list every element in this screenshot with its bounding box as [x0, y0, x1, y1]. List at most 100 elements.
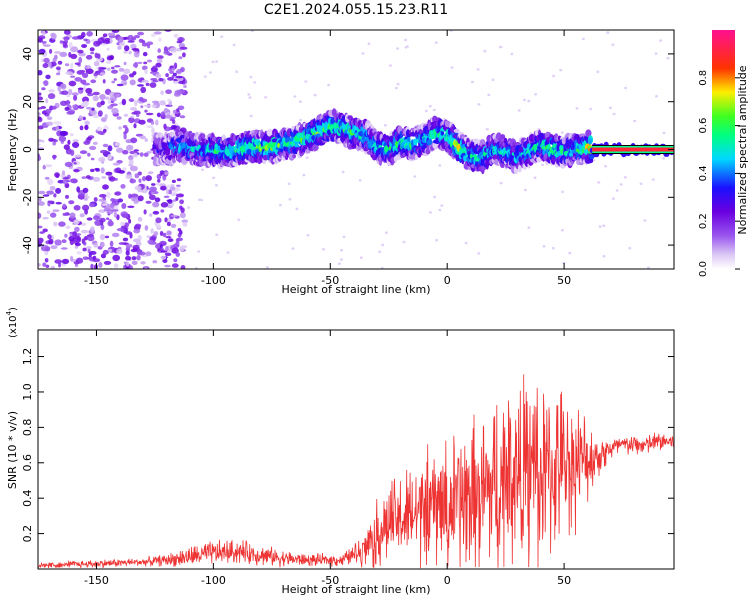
noise-mark: [63, 30, 71, 35]
noise-mark: [163, 107, 169, 114]
noise-mark: [168, 68, 173, 72]
noise-mark: [65, 71, 74, 76]
noise-mark: [100, 167, 105, 174]
noise-mark: [150, 120, 155, 125]
noise-mark: [106, 217, 110, 220]
noise-mark: [83, 140, 91, 145]
noise-mark: [83, 241, 87, 246]
noise-mark: [160, 185, 167, 191]
noise-mark: [77, 87, 84, 90]
noise-mark: [45, 98, 49, 104]
noise-mark: [95, 168, 100, 172]
noise-mark: [611, 197, 615, 200]
snr-line: [38, 374, 674, 569]
noise-mark: [137, 84, 144, 87]
noise-mark: [133, 228, 141, 234]
noise-mark: [291, 247, 295, 250]
noise-mark: [327, 83, 331, 87]
noise-mark: [45, 74, 51, 80]
noise-mark: [604, 164, 608, 168]
noise-mark: [183, 85, 187, 88]
noise-mark: [89, 145, 97, 151]
noise-mark: [72, 104, 77, 109]
noise-mark: [383, 124, 387, 127]
ridge-mark: [538, 132, 546, 142]
noise-mark: [144, 109, 148, 113]
noise-mark: [149, 194, 156, 201]
noise-mark: [129, 165, 138, 172]
noise-mark: [76, 186, 81, 193]
noise-mark: [124, 127, 129, 134]
noise-mark: [201, 168, 204, 171]
noise-mark: [118, 170, 125, 174]
noise-mark: [65, 194, 69, 199]
figure-title: C2E1.2024.055.15.23.R11: [264, 2, 448, 18]
colorbar: 0.0 0.2 0.4 0.6 0.8 Normalized spectral ampl…: [698, 30, 749, 277]
noise-mark: [55, 187, 62, 194]
noise-mark: [198, 198, 202, 201]
noise-mark: [99, 72, 106, 76]
noise-mark: [90, 79, 97, 84]
noise-mark: [114, 93, 121, 98]
noise-mark: [86, 31, 93, 37]
noise-mark: [42, 194, 50, 197]
noise-mark: [145, 175, 152, 182]
noise-mark: [602, 254, 606, 258]
noise-mark: [491, 78, 495, 82]
noise-mark: [44, 176, 50, 180]
noise-mark: [82, 82, 91, 86]
noise-mark: [117, 46, 122, 50]
x-tick-label: -100: [201, 274, 226, 287]
noise-mark: [53, 193, 57, 198]
noise-mark: [50, 33, 57, 40]
noise-mark: [477, 252, 481, 255]
colorbar-tick-label: 0.2: [698, 213, 709, 229]
noise-mark: [94, 52, 99, 59]
noise-mark: [41, 139, 45, 143]
noise-mark: [47, 93, 56, 100]
noise-mark: [145, 82, 150, 87]
noise-mark: [46, 210, 51, 214]
noise-mark: [295, 207, 299, 211]
noise-mark: [113, 78, 118, 81]
noise-mark: [73, 162, 77, 165]
noise-mark: [470, 80, 474, 84]
noise-mark: [152, 80, 159, 83]
noise-mark: [304, 80, 308, 83]
noise-mark: [176, 178, 182, 182]
noise-mark: [44, 164, 53, 168]
noise-mark: [165, 104, 173, 107]
ridge-mark: [177, 131, 183, 136]
noise-mark: [121, 203, 127, 209]
noise-mark: [44, 258, 49, 263]
noise-mark: [131, 256, 137, 261]
noise-mark: [145, 200, 152, 204]
noise-mark: [130, 43, 137, 50]
noise-mark: [575, 107, 579, 110]
noise-mark: [84, 192, 88, 198]
noise-mark: [179, 245, 186, 252]
noise-mark: [83, 38, 88, 42]
noise-mark: [288, 198, 292, 201]
noise-mark: [612, 112, 616, 116]
ridge-mark: [585, 129, 592, 138]
noise-mark: [84, 124, 89, 131]
noise-mark: [70, 255, 74, 262]
noise-mark: [151, 183, 156, 186]
noise-mark: [47, 200, 55, 204]
noise-mark: [125, 266, 130, 269]
noise-mark: [150, 228, 155, 234]
noise-mark: [339, 258, 343, 261]
noise-mark: [162, 259, 168, 263]
noise-mark: [179, 199, 185, 205]
noise-mark: [173, 258, 178, 263]
noise-mark: [388, 64, 392, 67]
noise-mark: [140, 98, 148, 103]
noise-mark: [163, 195, 170, 198]
noise-mark: [129, 79, 136, 86]
noise-mark: [235, 70, 239, 73]
noise-mark: [151, 33, 156, 37]
noise-mark: [143, 209, 147, 215]
snr-ticks: -150 -100 -50 0 50 0.2 0.4 0.6 0.8 1.0 1.2: [21, 330, 674, 587]
snr-multiplier-base: (x10: [8, 315, 19, 338]
